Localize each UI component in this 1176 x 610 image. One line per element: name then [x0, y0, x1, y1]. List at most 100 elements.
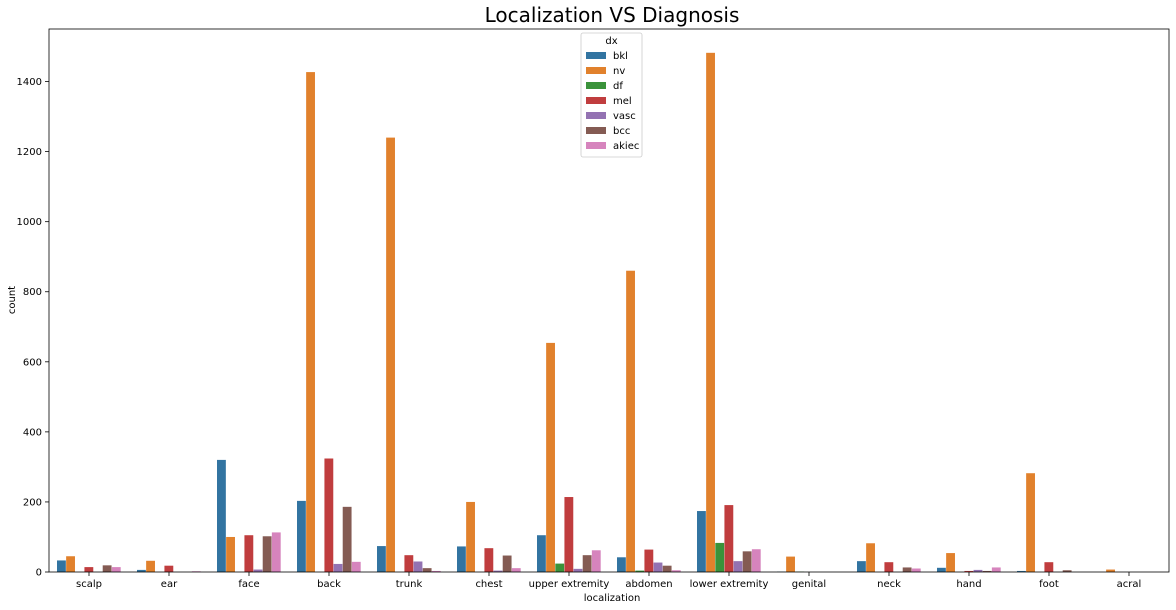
bar-akiec-abdomen [671, 570, 681, 572]
bar-akiec-face [271, 532, 281, 572]
bar-mel-abdomen [644, 549, 654, 572]
plot-frame [48, 28, 1170, 573]
bar-mel-ear [164, 565, 174, 572]
bar-bkl-trunk [377, 546, 386, 572]
x-tick-label: acral [1117, 579, 1142, 590]
bar-mel-chest [484, 548, 494, 572]
bar-bcc-hand [982, 570, 992, 572]
bar-bkl-abdomen [617, 557, 626, 572]
bar-mel-neck [884, 562, 894, 572]
bar-bcc-scalp [102, 565, 112, 572]
bar-bkl-foot [1017, 570, 1026, 572]
chart-title: Localization VS Diagnosis [485, 3, 740, 27]
bar-df-upper-extremity [555, 563, 565, 572]
x-tick-label: upper extremity [529, 579, 610, 590]
bar-nv-ear [146, 560, 155, 572]
y-axis-label: count [7, 286, 18, 314]
bar-bkl-upper-extremity [537, 535, 546, 572]
bar-nv-back [306, 72, 315, 572]
legend-label-df: df [613, 81, 623, 92]
bar-bkl-ear [137, 569, 146, 572]
bar-mel-upper-extremity [564, 497, 574, 572]
bar-mel-face [244, 535, 254, 572]
legend-label-nv: nv [613, 66, 625, 77]
y-tick-label: 0 [36, 568, 42, 579]
bar-nv-trunk [386, 137, 395, 572]
bar-akiec-back [351, 561, 361, 572]
bar-nv-upper-extremity [546, 342, 555, 572]
bar-nv-acral [1106, 569, 1115, 572]
legend-swatch-vasc [586, 112, 606, 119]
bar-bcc-upper-extremity [582, 555, 592, 572]
x-axis-label: localization [584, 593, 641, 604]
bar-vasc-upper-extremity [573, 568, 583, 572]
bar-mel-hand [964, 570, 974, 572]
x-tick-label: ear [161, 579, 178, 590]
x-tick-label: face [238, 579, 259, 590]
bar-bcc-foot [1062, 570, 1072, 572]
legend-swatch-bcc [586, 127, 606, 134]
bar-bcc-chest [502, 555, 512, 572]
bar-nv-foot [1026, 473, 1035, 572]
x-tick-label: abdomen [625, 579, 672, 590]
y-tick-label: 1400 [17, 77, 42, 88]
bar-nv-hand [946, 553, 955, 572]
bar-bcc-abdomen [662, 565, 672, 572]
bar-df-abdomen [635, 570, 645, 572]
bar-bkl-chest [457, 546, 466, 572]
y-tick-label: 600 [23, 357, 42, 368]
bar-vasc-chest [493, 570, 503, 572]
legend-swatch-bkl [586, 52, 606, 59]
legend-swatch-mel [586, 97, 606, 104]
legend-label-bkl: bkl [613, 51, 628, 62]
y-tick-label: 1000 [17, 217, 42, 228]
y-tick-label: 800 [23, 287, 42, 298]
bar-nv-abdomen [626, 270, 635, 572]
bar-akiec-chest [511, 568, 521, 572]
bar-bkl-neck [857, 561, 866, 572]
legend-label-mel: mel [613, 96, 632, 107]
bar-mel-lower-extremity [724, 505, 734, 572]
y-tick-label: 400 [23, 427, 42, 438]
bar-nv-face [226, 536, 235, 572]
bar-bkl-lower-extremity [697, 511, 706, 572]
legend-swatch-akiec [586, 142, 606, 149]
bar-vasc-abdomen [653, 562, 663, 572]
bar-nv-chest [466, 501, 475, 572]
bar-nv-scalp [66, 556, 75, 572]
bar-bkl-scalp [57, 560, 66, 572]
x-ticks: scalp ear face back trunk chest upper extremit… [76, 572, 1141, 590]
bar-akiec-neck [911, 568, 921, 572]
bar-bcc-back [342, 506, 352, 572]
legend-swatch-df [586, 82, 606, 89]
bar-bkl-back [297, 500, 306, 572]
legend-label-vasc: vasc [613, 111, 636, 122]
bar-vasc-trunk [413, 561, 423, 572]
x-tick-label: lower extremity [690, 579, 769, 590]
bar-mel-scalp [84, 567, 94, 572]
bar-akiec-hand [991, 567, 1001, 572]
legend-box [580, 32, 643, 158]
bar-bcc-neck [902, 567, 912, 572]
legend-swatch-nv [586, 67, 606, 74]
bar-mel-foot [1044, 562, 1054, 572]
x-tick-label: back [317, 579, 341, 590]
y-tick-label: 1200 [17, 147, 42, 158]
bar-vasc-face [253, 569, 263, 572]
legend: dx bkl nv df mel vasc bcc akiec [580, 32, 643, 158]
bar-vasc-hand [973, 569, 983, 572]
bar-bcc-face [262, 536, 272, 572]
bar-mel-trunk [404, 555, 414, 572]
bar-bkl-face [217, 459, 226, 572]
legend-title: dx [605, 36, 617, 47]
x-tick-label: neck [877, 579, 901, 590]
y-tick-label: 200 [23, 497, 42, 508]
x-tick-label: scalp [76, 579, 102, 590]
bar-bcc-lower-extremity [742, 551, 752, 572]
bar-df-lower-extremity [715, 542, 725, 572]
bar-nv-lower-extremity [706, 52, 715, 572]
bar-nv-neck [866, 543, 875, 572]
bar-akiec-trunk [431, 570, 441, 572]
